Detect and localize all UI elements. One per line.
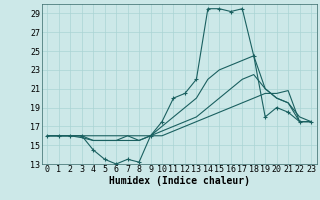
X-axis label: Humidex (Indice chaleur): Humidex (Indice chaleur) bbox=[109, 176, 250, 186]
